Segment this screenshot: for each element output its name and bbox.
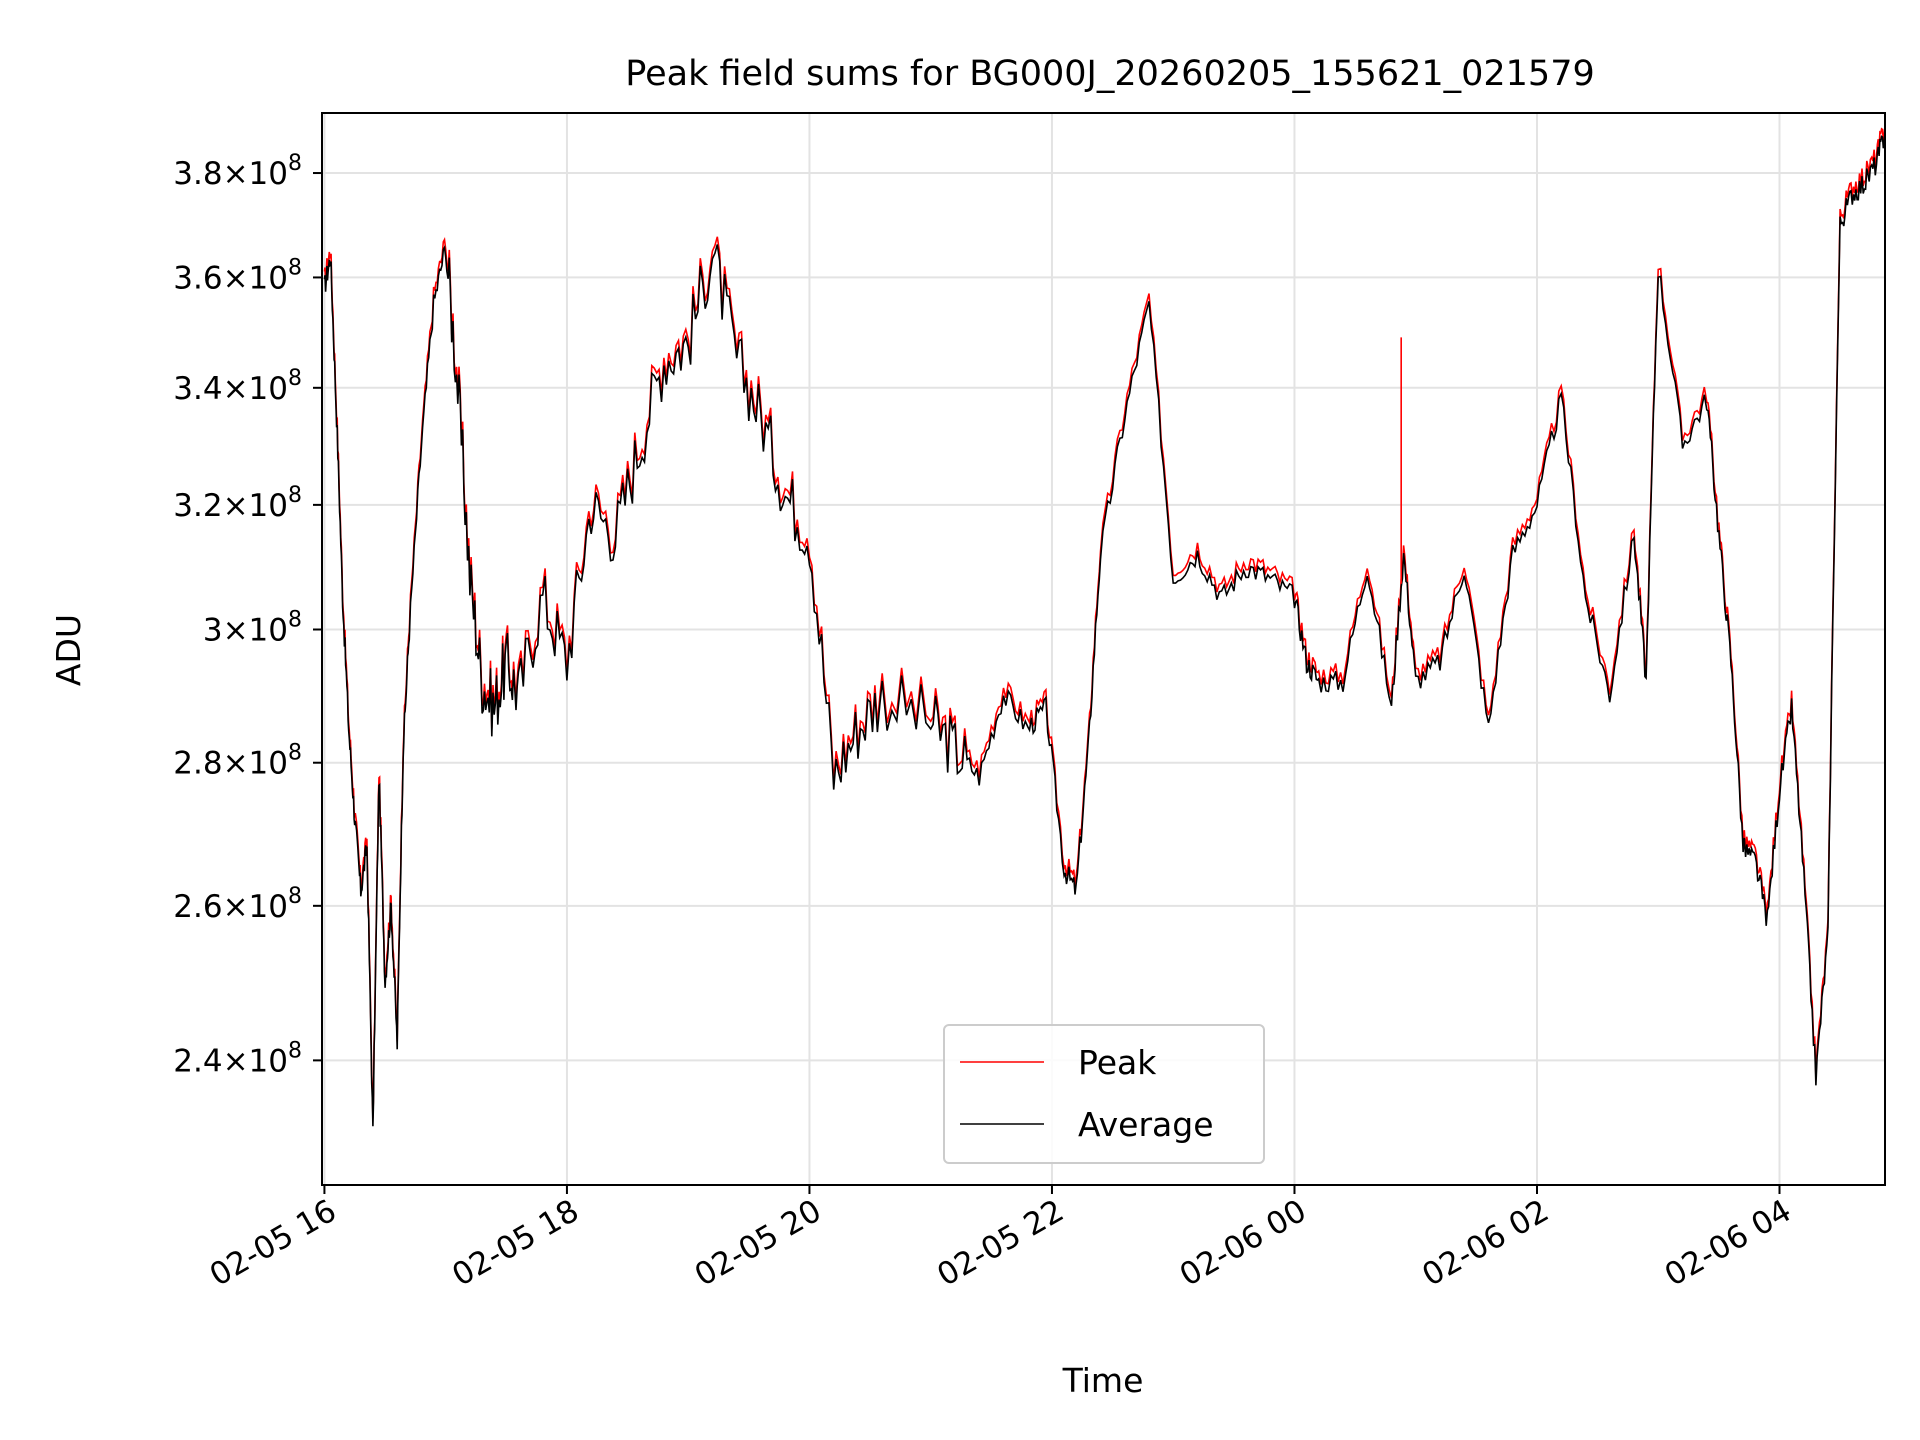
series-line-average (323, 132, 1885, 1127)
y-axis-label: ADU (49, 614, 88, 686)
x-tick-label: 02-06 04 (1659, 1193, 1798, 1294)
y-tick-label: 2.4×108 (173, 1038, 302, 1079)
x-tick-label: 02-05 18 (446, 1193, 585, 1294)
y-tick-label: 3.8×108 (173, 151, 302, 192)
y-tick-label: 3.6×108 (173, 255, 302, 296)
legend-box (943, 1024, 1265, 1164)
y-tick-label: 3.4×108 (173, 366, 302, 407)
chart-title: Peak field sums for BG000J_20260205_1556… (625, 54, 1595, 94)
legend-label-peak: Peak (1078, 1043, 1157, 1082)
x-tick-label: 02-06 02 (1416, 1193, 1555, 1294)
y-tick-label: 3.2×108 (173, 483, 302, 524)
x-axis-ticks: 02-05 16 02-05 18 02-05 20 02-05 22 02-06 00… (204, 1185, 1798, 1294)
x-tick-label: 02-05 16 (204, 1193, 343, 1294)
x-tick-label: 02-05 22 (931, 1193, 1070, 1294)
grid (322, 113, 1885, 1185)
legend-label-average: Average (1078, 1105, 1214, 1144)
x-tick-label: 02-05 20 (689, 1193, 828, 1294)
y-tick-label: 2.8×108 (173, 741, 302, 782)
plot-frame (321, 112, 1886, 1186)
y-axis-ticks: 2.4×108 2.6×108 2.8×108 3×108 3.2×108 3.4×108… (173, 151, 322, 1079)
legend: Peak Average (943, 1024, 1265, 1164)
x-axis-label: Time (1062, 1361, 1144, 1400)
y-tick-label: 3×108 (203, 607, 302, 648)
y-tick-label: 2.6×108 (173, 884, 302, 925)
x-tick-label: 02-06 00 (1174, 1193, 1313, 1294)
